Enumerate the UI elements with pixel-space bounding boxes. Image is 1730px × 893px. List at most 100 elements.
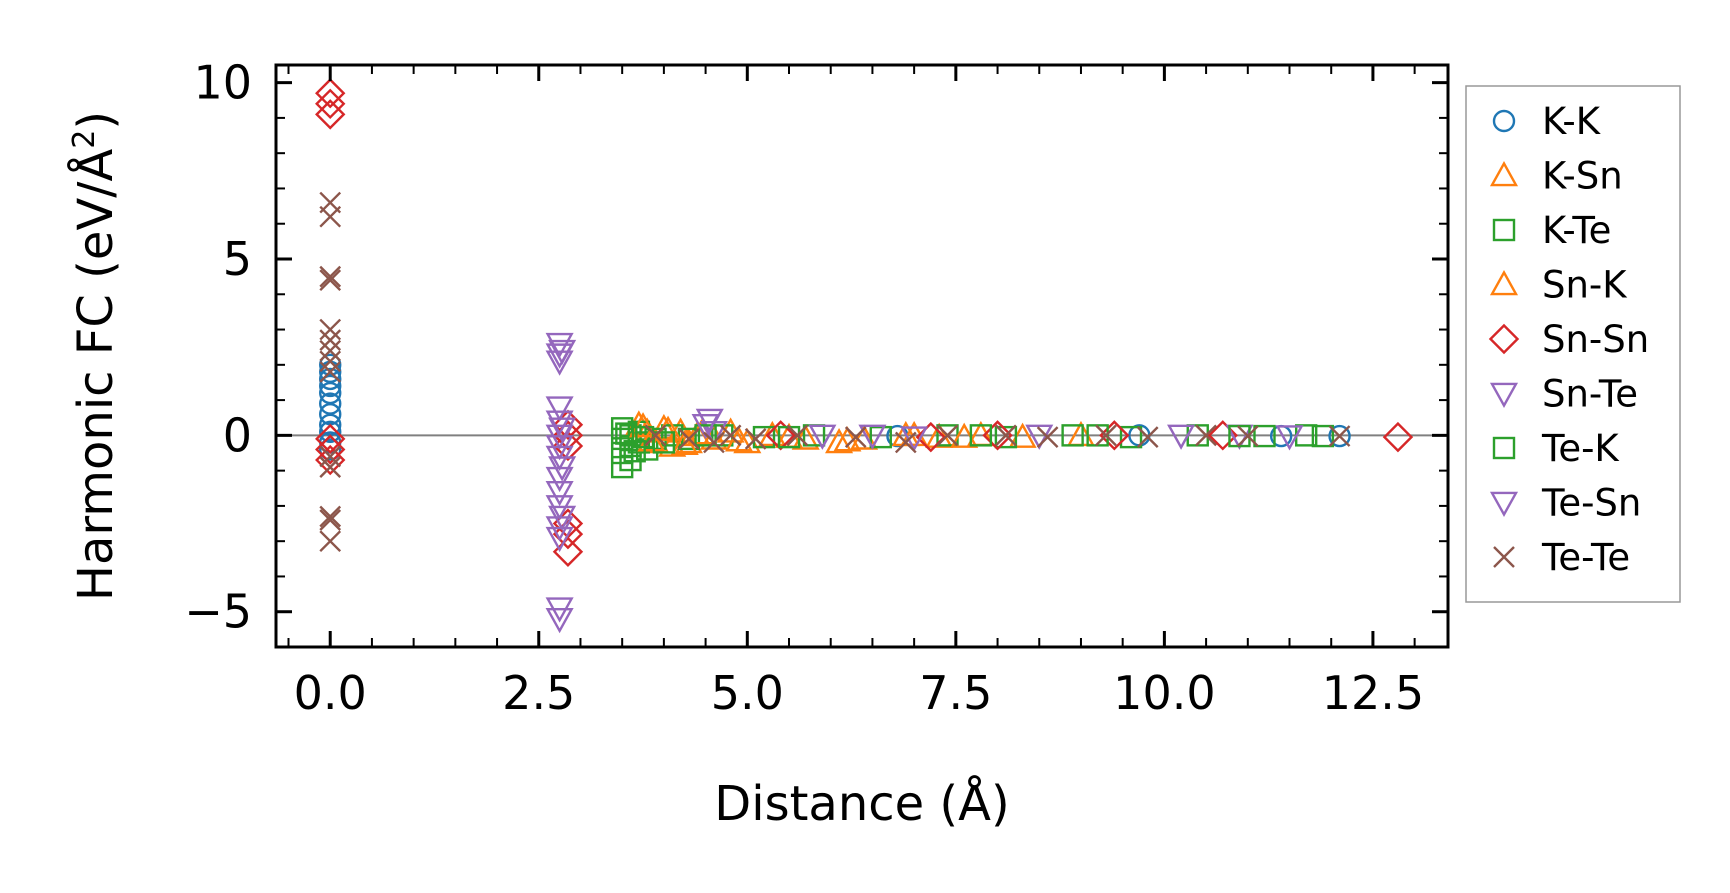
data-point — [869, 425, 892, 449]
data-point — [545, 607, 574, 634]
legend-label: Te-K — [1541, 427, 1620, 470]
legend-label: K-K — [1542, 100, 1602, 143]
y-tick-label: 10 — [193, 56, 252, 110]
data-point — [1275, 425, 1304, 451]
legend-marker — [1492, 436, 1516, 460]
legend-marker — [1489, 161, 1519, 187]
legend-marker — [1489, 270, 1519, 296]
data-point — [548, 339, 577, 366]
data-point — [900, 426, 929, 452]
y-tick-label: 5 — [223, 232, 252, 286]
data-point — [808, 424, 837, 450]
legend-marker — [1493, 546, 1515, 568]
data-point — [615, 422, 638, 445]
y-axis-label-close: ) — [68, 111, 124, 130]
legend-label: Sn-Sn — [1542, 318, 1649, 361]
data-point — [1253, 424, 1276, 448]
data-point — [744, 428, 767, 450]
data-point — [691, 413, 720, 440]
series-te-sn — [548, 339, 1196, 531]
legend-item-k-sn: K-Sn — [1489, 155, 1623, 198]
y-axis-label-superscript: 2 — [67, 130, 102, 149]
data-point — [719, 424, 742, 447]
data-point — [915, 421, 947, 453]
data-point — [765, 420, 796, 451]
legend-item-sn-k: Sn-K — [1489, 264, 1628, 307]
data-point — [319, 265, 342, 288]
data-point — [545, 466, 574, 493]
data-point — [936, 424, 959, 447]
series-sn-te — [545, 332, 1304, 634]
data-point — [548, 505, 577, 531]
data-point — [552, 518, 584, 550]
data-point — [315, 423, 346, 455]
legend-box — [1465, 85, 1681, 603]
data-point — [644, 424, 667, 447]
data-point — [545, 481, 574, 507]
data-point — [703, 431, 725, 454]
data-point — [319, 367, 342, 391]
data-point — [548, 417, 577, 443]
data-point — [319, 445, 342, 468]
data-point — [319, 374, 342, 398]
data-point — [548, 456, 577, 482]
y-axis-label: Harmonic FC (eV/Å2) — [67, 111, 124, 601]
data-point — [315, 444, 346, 476]
data-point — [315, 78, 346, 109]
x-tick-label: 12.5 — [1322, 666, 1424, 720]
x-tick-label: 10.0 — [1113, 666, 1215, 720]
legend-item-te-te: Te-Te — [1493, 536, 1630, 579]
data-point — [319, 530, 342, 553]
legend-item-sn-sn: Sn-Sn — [1488, 318, 1649, 361]
data-point — [1136, 426, 1159, 448]
data-point — [545, 350, 574, 376]
data-point — [694, 424, 717, 447]
y-axis-label-main: Harmonic FC (eV/Å — [67, 149, 124, 602]
legend-marker — [1492, 109, 1516, 133]
legend-label: Te-Te — [1541, 536, 1630, 579]
data-point — [545, 396, 574, 422]
data-point — [1099, 420, 1130, 451]
data-point — [995, 424, 1017, 447]
y-tick-label: −5 — [184, 585, 252, 639]
data-point — [825, 427, 854, 454]
data-point — [858, 424, 887, 450]
data-point — [652, 431, 676, 454]
legend-item-k-k: K-K — [1492, 100, 1602, 143]
x-axis-label: Distance (Å) — [714, 775, 1009, 832]
legend-label: K-Sn — [1542, 155, 1623, 198]
data-point — [982, 420, 1013, 451]
data-point — [1119, 425, 1143, 449]
data-point — [315, 88, 346, 119]
data-point — [319, 438, 342, 461]
data-point — [894, 431, 917, 454]
data-point — [319, 339, 342, 362]
legend-label: Te-Sn — [1541, 482, 1641, 525]
x-tick-label: 2.5 — [502, 666, 575, 720]
data-point — [1382, 421, 1414, 453]
data-point — [319, 318, 342, 341]
data-point — [545, 526, 574, 553]
x-tick-label: 5.0 — [711, 666, 784, 720]
legend-label: Sn-Te — [1542, 373, 1638, 416]
data-point — [319, 329, 342, 351]
data-point — [1207, 420, 1238, 451]
x-tick-label: 0.0 — [294, 666, 367, 720]
data-point — [319, 269, 342, 292]
legend: K-K K-Sn K-Te Sn-K Sn-Sn Sn-Te Te-K Te-Sn Te-Te — [1465, 85, 1681, 603]
data-point — [552, 536, 584, 567]
data-point — [623, 440, 646, 463]
series-te-te — [319, 191, 1351, 553]
legend-item-sn-te: Sn-Te — [1489, 373, 1638, 416]
series-te-k — [615, 422, 1251, 463]
plot-frame — [274, 63, 1450, 649]
data-point — [545, 410, 574, 436]
data-point — [1311, 424, 1335, 448]
data-point — [319, 509, 342, 531]
series-sn-sn — [315, 78, 1414, 567]
data-point — [1061, 424, 1084, 447]
data-point — [1066, 420, 1096, 447]
data-point — [786, 424, 809, 447]
legend-marker — [1489, 382, 1519, 408]
